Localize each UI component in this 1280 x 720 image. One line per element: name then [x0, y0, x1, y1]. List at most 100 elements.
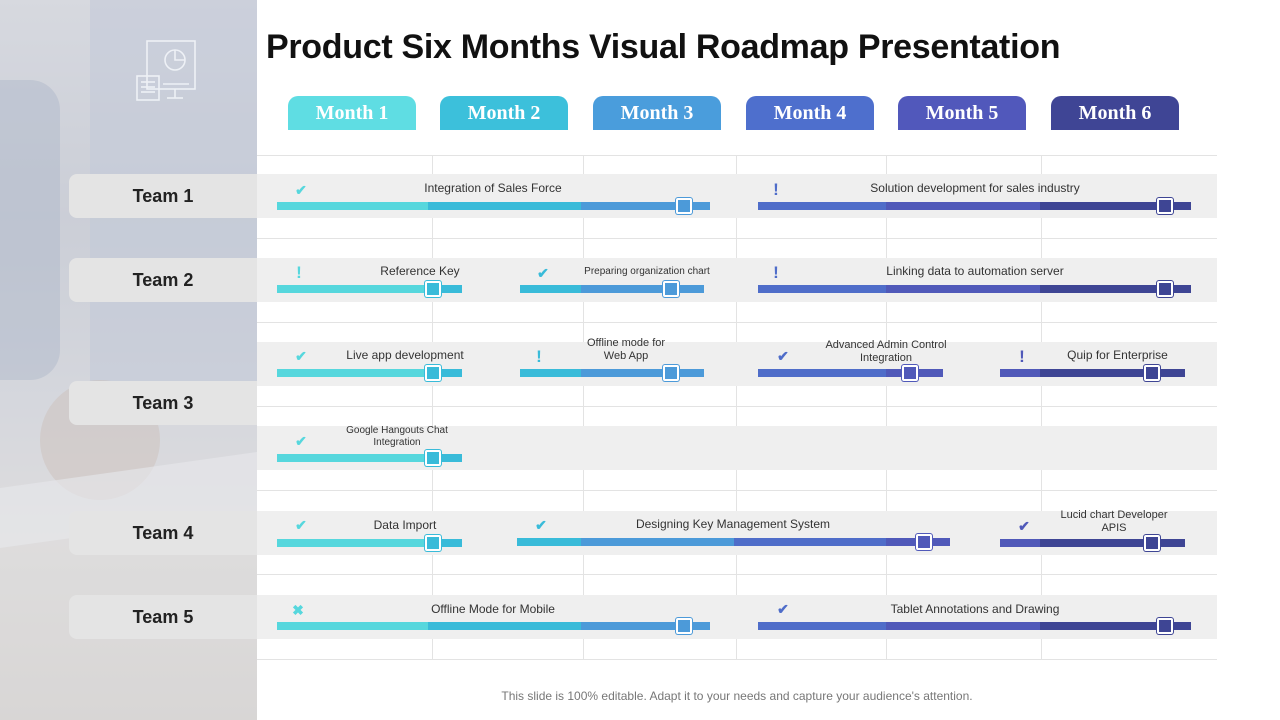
task-label: Lucid chart Developer APIS [1060, 509, 1168, 534]
task-progress-handle [425, 365, 441, 381]
task-label: Tablet Annotations and Drawing [890, 602, 1060, 616]
presentation-board-icon [136, 40, 196, 101]
month-header-5: Month 5 [898, 96, 1026, 130]
task-progress-handle [1157, 618, 1173, 634]
task-label: Reference Key [380, 264, 460, 278]
task-bar-segment [520, 369, 581, 377]
task-bar-segment [581, 369, 704, 377]
task-label: Offline Mode for Mobile [431, 602, 555, 616]
grid-line [583, 155, 584, 660]
task-bar-segment [277, 454, 430, 462]
task-bar [1000, 535, 1185, 551]
task-bar-segment [581, 622, 710, 630]
task-bar [517, 534, 950, 550]
task-progress-handle [1157, 281, 1173, 297]
month-header-2: Month 2 [440, 96, 568, 130]
task-bar [277, 198, 710, 214]
task-bar [758, 198, 1191, 214]
task-bar-segment [277, 622, 428, 630]
task-bar-segment [430, 539, 462, 547]
task-label: Google Hangouts Chat Integration [346, 425, 448, 448]
task-bar-segment [1000, 539, 1040, 547]
task-bar-segment [758, 369, 886, 377]
task-bar-segment [758, 202, 886, 210]
task-label: Preparing organization chart [584, 266, 710, 277]
lane-row [257, 174, 1217, 218]
task-label: Solution development for sales industry [870, 181, 1080, 195]
exclamation-icon: ! [296, 263, 302, 282]
task-progress-handle [663, 281, 679, 297]
task-label: Offline mode for Web App [586, 337, 666, 362]
task-label: Advanced Admin Control Integration [825, 339, 947, 364]
task-label: Live app development [346, 348, 464, 362]
grid-line [257, 659, 1217, 660]
task-bar-segment [581, 202, 710, 210]
task-progress-handle [902, 365, 918, 381]
task-bar-segment [581, 285, 704, 293]
grid-line [257, 322, 1217, 323]
page-title: Product Six Months Visual Roadmap Presen… [266, 28, 1061, 66]
task-bar-segment [277, 539, 430, 547]
task-bar [277, 365, 462, 381]
task-bar [520, 365, 704, 381]
task-bar-segment [1040, 369, 1185, 377]
month-header-4: Month 4 [746, 96, 874, 130]
check-icon: ✔ [535, 517, 547, 533]
grid-line [257, 406, 1217, 407]
team-label-2: Team 2 [69, 258, 257, 302]
photo-shape [0, 80, 60, 380]
check-icon: ✔ [295, 182, 307, 198]
task-bar-segment [1040, 539, 1185, 547]
team-label-3: Team 3 [69, 381, 257, 425]
footer-note: This slide is 100% editable. Adapt it to… [501, 689, 973, 703]
exclamation-icon: ! [773, 180, 779, 199]
grid-line [736, 155, 737, 660]
check-icon: ✔ [777, 601, 789, 617]
task-bar-segment [1000, 369, 1040, 377]
task-bar-segment [430, 369, 462, 377]
grid-line [257, 490, 1217, 491]
task-bar-segment [581, 538, 734, 546]
task-progress-handle [425, 535, 441, 551]
task-progress-handle [425, 281, 441, 297]
exclamation-icon: ! [773, 263, 779, 282]
lane-row [257, 258, 1217, 302]
task-bar [520, 281, 704, 297]
month-header-3: Month 3 [593, 96, 721, 130]
task-bar-segment [1040, 285, 1191, 293]
task-label: Integration of Sales Force [424, 181, 562, 195]
task-bar-segment [430, 285, 462, 293]
task-bar-segment [277, 369, 430, 377]
task-bar-segment [277, 285, 430, 293]
lane-row [257, 426, 1217, 470]
cross-icon: ✖ [292, 602, 304, 618]
task-bar-segment [430, 454, 462, 462]
task-progress-handle [916, 534, 932, 550]
month-header-1: Month 1 [288, 96, 416, 130]
task-bar [277, 281, 462, 297]
task-bar-segment [277, 202, 428, 210]
grid-line [432, 155, 433, 660]
task-progress-handle [1144, 365, 1160, 381]
task-progress-handle [1157, 198, 1173, 214]
task-progress-handle [663, 365, 679, 381]
task-progress-handle [676, 198, 692, 214]
task-bar-segment [734, 538, 886, 546]
task-bar [277, 618, 710, 634]
task-progress-handle [425, 450, 441, 466]
task-bar [1000, 365, 1185, 381]
task-label: Quip for Enterprise [1067, 348, 1168, 362]
task-bar-segment [520, 285, 581, 293]
grid-line [257, 155, 1217, 156]
task-bar [758, 618, 1191, 634]
task-bar [277, 535, 462, 551]
team-label-4: Team 4 [69, 511, 257, 555]
grid-line [257, 238, 1217, 239]
task-bar-segment [758, 622, 886, 630]
task-label: Data Import [373, 518, 437, 532]
task-bar-segment [517, 538, 581, 546]
task-bar-segment [886, 622, 1040, 630]
team-label-1: Team 1 [69, 174, 257, 218]
check-icon: ✔ [1018, 518, 1030, 534]
task-bar-segment [1040, 202, 1191, 210]
